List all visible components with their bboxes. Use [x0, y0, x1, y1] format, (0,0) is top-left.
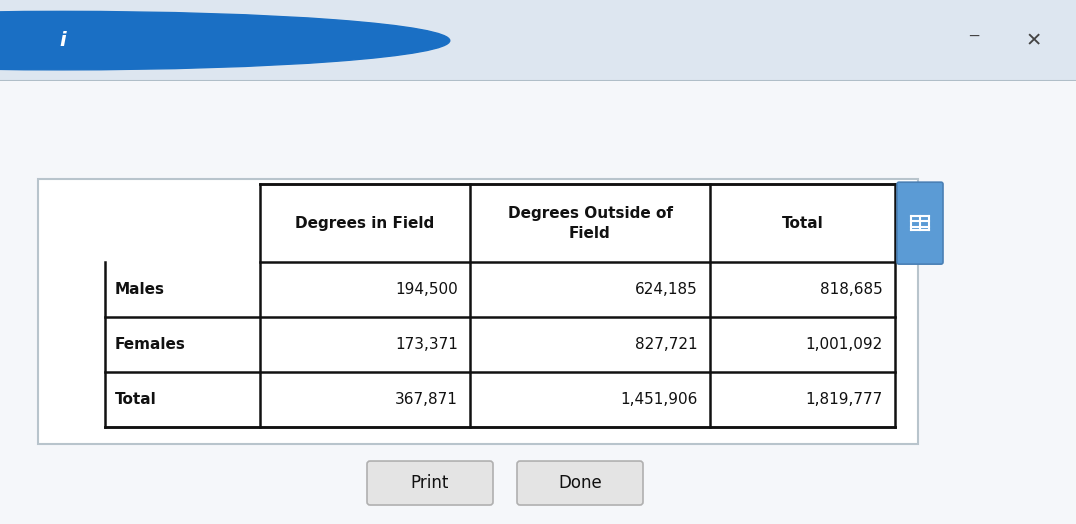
Text: 194,500: 194,500 [395, 282, 458, 297]
FancyBboxPatch shape [897, 182, 943, 264]
Text: 173,371: 173,371 [395, 337, 458, 352]
Text: 367,871: 367,871 [395, 392, 458, 407]
Text: ✕: ✕ [1025, 31, 1043, 50]
Text: 1,451,906: 1,451,906 [621, 392, 698, 407]
FancyBboxPatch shape [516, 461, 643, 505]
Text: 1,001,092: 1,001,092 [806, 337, 883, 352]
FancyBboxPatch shape [0, 0, 1076, 81]
Text: Total: Total [115, 392, 157, 407]
Text: Degrees Outside of
Field: Degrees Outside of Field [508, 206, 672, 241]
Text: Degrees in Field: Degrees in Field [296, 216, 435, 231]
FancyBboxPatch shape [367, 461, 493, 505]
Text: Done: Done [558, 474, 601, 492]
FancyBboxPatch shape [38, 179, 918, 444]
Text: Print: Print [411, 474, 449, 492]
Text: ─: ─ [969, 29, 978, 44]
Text: Males: Males [115, 282, 165, 297]
Text: 624,185: 624,185 [635, 282, 698, 297]
Text: 827,721: 827,721 [635, 337, 698, 352]
Text: Table: Table [113, 30, 167, 51]
Text: Females: Females [115, 337, 186, 352]
Text: 818,685: 818,685 [820, 282, 883, 297]
Circle shape [0, 12, 450, 70]
Text: i: i [59, 31, 66, 50]
Text: 1,819,777: 1,819,777 [806, 392, 883, 407]
Text: Total: Total [781, 216, 823, 231]
